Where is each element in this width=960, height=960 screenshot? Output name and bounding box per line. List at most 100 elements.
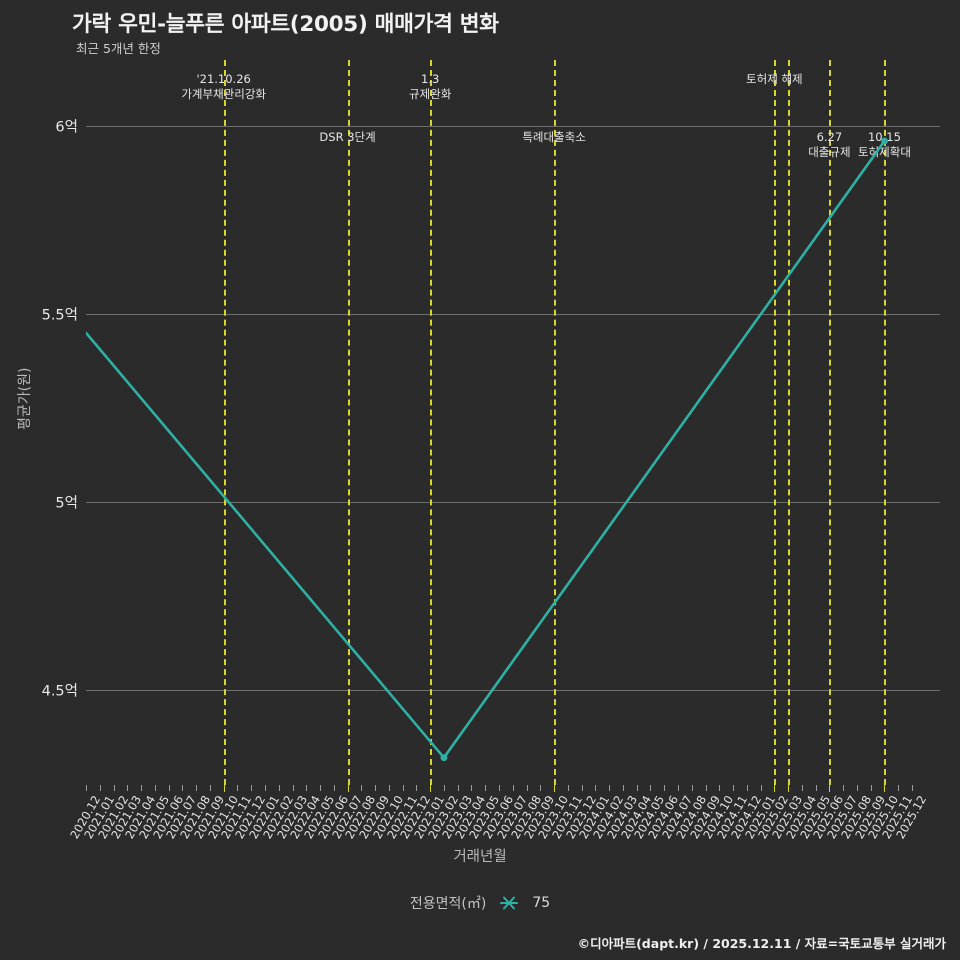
event-marker-line [774,60,777,785]
x-axis-tick [774,785,776,792]
x-axis-tick [622,785,624,791]
x-axis-tick [870,785,872,791]
x-axis-tick [912,785,913,791]
y-axis-tick-label: 6억 [55,119,78,136]
event-annotation-label: 6.27 대출규제 [808,130,850,160]
x-axis-tick [264,785,266,791]
x-axis-tick [636,785,638,791]
event-name: 토허제 해제 [746,72,803,86]
x-axis-tick [182,785,184,791]
x-axis-tick [375,785,377,791]
x-axis-tick [333,785,335,791]
y-axis-tick-label: 5.5억 [41,307,78,324]
series-data-point[interactable] [440,754,448,762]
x-axis-tick [650,785,652,791]
gridline [86,690,940,691]
star-marker-icon [498,895,520,911]
event-name: 규제완화 [408,87,452,101]
x-axis-tick [499,785,500,791]
x-axis-tick [306,785,308,791]
x-axis-tick [361,785,363,791]
event-date: 10.15 [867,130,901,144]
event-marker-line [223,60,226,785]
x-axis-tick [113,785,115,791]
x-axis-tick [209,785,211,791]
x-axis-tick [788,785,790,792]
x-axis-tick [705,785,707,791]
chart-subtitle: 최근 5개년 한정 [76,41,161,56]
x-axis-tick [237,785,239,791]
x-axis-tick [388,785,390,791]
x-axis-tick [856,785,858,791]
legend: 전용면적(㎡) 75 [0,893,960,913]
y-axis-tick-label: 5억 [55,495,78,512]
event-annotation-label: 1.3 규제완화 [409,72,451,102]
x-axis-tick [320,785,322,791]
x-axis-tick [733,785,735,791]
x-axis-tick [815,785,817,791]
x-axis-tick [540,785,542,791]
x-axis-tick [127,785,129,791]
x-axis-tick [168,785,170,791]
event-date: '21.10.26 [196,72,251,86]
event-annotation-label: DSR 3단계 [319,130,375,145]
x-axis-title: 거래년월 [453,849,507,865]
gridline [86,314,940,315]
x-axis-tick [402,785,404,791]
series-data-point[interactable] [881,137,888,145]
footer-credit: ©디아파트(dapt.kr) / 2025.12.11 / 자료=국토교통부 실… [577,936,946,951]
series-line-chart [86,137,888,762]
x-axis-tick [801,785,803,791]
x-axis-tick [471,785,473,791]
x-axis-tick [416,785,418,791]
x-axis-tick [746,785,748,791]
event-marker-line [884,60,887,785]
x-axis-tick [677,785,679,791]
gridline [86,126,940,127]
x-axis-tick [691,785,693,791]
event-name: 가계부채관리강화 [181,87,266,101]
event-annotation-label: 특례대출축소 [522,130,585,145]
event-name: 토허제확대 [858,145,911,159]
x-axis-tick [884,785,886,792]
plot-area: '21.10.26 가계부채관리강화 DSR 3단계 1.3 규제완화 특례대출축소 토허제… [86,60,940,785]
x-axis-tick [829,785,831,792]
x-axis-tick [223,785,225,792]
event-name: DSR 3단계 [319,130,376,144]
x-axis-tick [347,785,349,792]
event-marker-line [554,60,557,785]
x-axis-tick [278,785,280,791]
x-axis-tick [99,785,101,791]
y-axis-tick-label: 4.5억 [41,683,78,700]
x-axis-tick [595,785,597,791]
x-axis-tick [664,785,666,791]
x-axis-tick [581,785,583,791]
x-axis-tick [86,785,87,791]
series-line [86,139,886,759]
x-axis-tick [154,785,156,791]
event-date: 6.27 [816,130,843,144]
x-axis-tick [512,785,514,791]
x-axis-tick [251,785,253,791]
x-axis-tick [526,785,528,791]
y-axis-title: 평균가(원) [17,367,33,430]
x-axis-tick [898,785,900,791]
event-marker-line [829,60,832,785]
event-name: 대출규제 [808,145,851,159]
event-marker-line [347,60,350,785]
x-axis-tick [457,785,459,791]
legend-entry-label: 75 [532,895,551,911]
x-axis-tick [609,785,611,791]
event-annotation-label: '21.10.26 가계부채관리강화 [181,72,266,102]
event-marker-line [788,60,791,785]
x-axis-ticks: 2020.12 2021.01 2021.02 2021.03 2021.04 2021.… [67,785,940,841]
x-axis-tick [430,785,432,792]
x-axis-tick [485,785,487,791]
x-axis-tick [141,785,143,791]
x-axis-tick [292,785,294,791]
x-axis-tick [760,785,762,791]
legend-title: 전용면적(㎡) [409,896,487,912]
event-date: 1.3 [421,72,440,86]
event-annotation-label: 토허제 해제 [746,72,803,87]
